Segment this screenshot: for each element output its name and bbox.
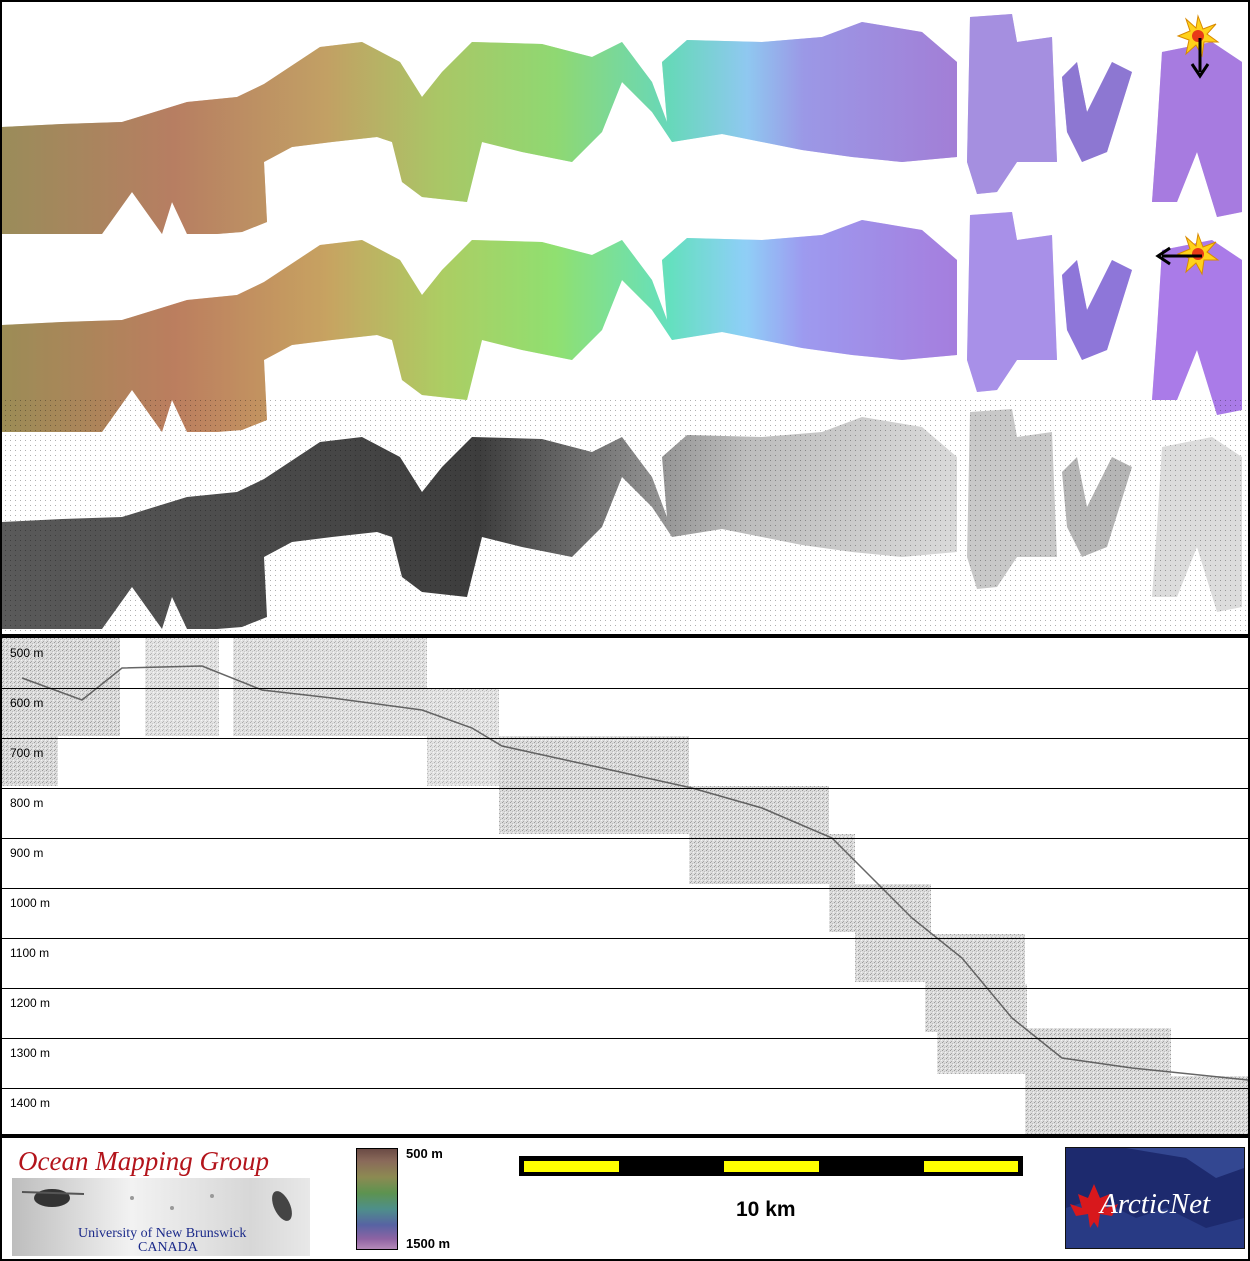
depth-label: 900 m (10, 846, 44, 860)
depth-gridline (2, 688, 1248, 689)
omg-logo-background (12, 1178, 310, 1256)
scale-bar (519, 1156, 1023, 1176)
scale-bar-segment (724, 1161, 819, 1172)
seafloor-reflector (21, 665, 1248, 1081)
illumination-arrow-icon (1155, 246, 1202, 266)
depth-label: 700 m (10, 746, 44, 760)
scale-bar-segment (524, 1161, 619, 1172)
swath-maps-svg (2, 14, 1248, 634)
depth-gridline (2, 988, 1248, 989)
arcticnet-wordmark: ArcticNet (1100, 1188, 1211, 1220)
depth-gridline (2, 888, 1248, 889)
bathymetry-strip-north-illumination (2, 14, 1242, 234)
omg-country: CANADA (138, 1240, 198, 1255)
omg-university: University of New Brunswick (78, 1226, 247, 1241)
depth-label: 1200 m (10, 996, 51, 1010)
profile-blocks (2, 638, 1248, 1134)
depth-label: 800 m (10, 796, 44, 810)
depth-gridline (2, 1038, 1248, 1039)
depth-gridline (2, 738, 1248, 739)
depth-gridline (2, 788, 1248, 789)
arcticnet-map-art (1066, 1148, 1244, 1248)
depth-label: 500 m (10, 646, 44, 660)
depth-label: 600 m (10, 696, 44, 710)
scale-label: 10 km (736, 1198, 796, 1221)
depth-gridline (2, 838, 1248, 839)
depth-colorbar (356, 1148, 398, 1250)
illumination-arrow-icon (1190, 38, 1210, 79)
omg-logo-art (21, 1189, 292, 1221)
footer-panel: Ocean Mapping Group University of New Br… (2, 1138, 1248, 1259)
omg-title: Ocean Mapping Group (18, 1146, 269, 1176)
profile-svg (2, 638, 1248, 1134)
depth-label: 1400 m (10, 1096, 51, 1110)
arcticnet-logo: ArcticNet (1065, 1147, 1245, 1249)
depth-gridline (2, 1088, 1248, 1089)
depth-label: 1300 m (10, 1046, 51, 1060)
backscatter-strip (2, 397, 1248, 634)
maple-leaf-icon (1070, 1184, 1118, 1228)
subbottom-profile-panel: 500 m 600 m 700 m 800 m 900 m 1000 m 110… (2, 638, 1248, 1134)
swath-maps-panel (2, 2, 1248, 634)
depth-gridline (2, 938, 1248, 939)
depth-label: 1100 m (10, 946, 50, 960)
depth-label: 1000 m (10, 896, 51, 910)
panel-divider (2, 634, 1248, 638)
colorbar-min-label: 500 m (406, 1146, 443, 1161)
colorbar-max-label: 1500 m (406, 1236, 451, 1251)
panel-divider (2, 1134, 1248, 1138)
scale-bar-segment (924, 1161, 1018, 1172)
